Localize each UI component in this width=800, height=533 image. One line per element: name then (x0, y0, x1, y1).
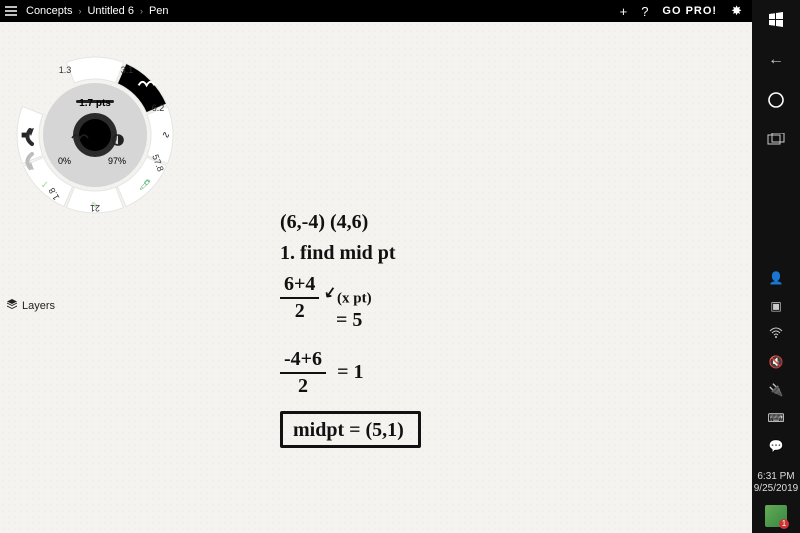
people-icon[interactable]: 👤 (769, 271, 784, 299)
wheel-opacity-right[interactable]: 97% (108, 156, 126, 166)
layers-button[interactable]: Layers (6, 298, 55, 313)
hw-result-box: midpt = (5,1) (280, 411, 421, 448)
breadcrumb-app[interactable]: Concepts (26, 5, 72, 17)
clock-date: 9/25/2019 (754, 483, 799, 495)
start-button[interactable] (752, 0, 800, 40)
breadcrumb-doc[interactable]: Untitled 6 (87, 5, 133, 17)
hw-frac1-eq: = 5 (336, 308, 540, 333)
layers-label: Layers (22, 300, 55, 312)
hw-frac1: 6+4 2 ↙(x pt) = 5 (280, 272, 540, 333)
hw-frac2-eq: = 1 (337, 361, 363, 383)
add-icon[interactable]: + (620, 4, 628, 19)
wheel-value-5[interactable]: 21 (90, 203, 100, 213)
notifications-icon[interactable]: 💬 (769, 439, 784, 467)
breadcrumb: Concepts › Untitled 6 › Pen (26, 5, 169, 17)
hw-frac1-num: 6+4 (280, 272, 319, 299)
hw-frac2-den: 2 (280, 374, 326, 399)
go-pro-button[interactable]: GO PRO! (662, 5, 717, 17)
breadcrumb-tool[interactable]: Pen (149, 5, 169, 17)
cortana-icon[interactable] (752, 80, 800, 120)
menu-icon[interactable] (0, 0, 22, 22)
wheel-value-active[interactable]: 1.7 (89, 59, 102, 69)
hw-frac1-den: 2 (280, 299, 319, 324)
clock-time: 6:31 PM (754, 471, 799, 483)
svg-text:🖊: 🖊 (139, 179, 152, 191)
wheel-value-3[interactable]: 6.2 (152, 103, 165, 113)
keyboard-icon[interactable]: ⌨ (767, 411, 784, 439)
wheel-opacity-left[interactable]: 0% (58, 156, 71, 166)
taskbar-clock[interactable]: 6:31 PM 9/25/2019 (754, 467, 799, 499)
layers-icon (6, 298, 18, 313)
windows-taskbar: ← 👤 ▣ 🔇 🔌 ⌨ 💬 6:31 PM 9/25/2019 (752, 0, 800, 533)
tray-app-icon[interactable]: ▣ (770, 299, 781, 327)
hw-frac1-note: (x pt) (337, 291, 372, 307)
app-topbar: Concepts › Untitled 6 › Pen + ? GO PRO! … (0, 0, 752, 22)
wheel-size-label[interactable]: 1.7 pts (79, 98, 111, 109)
help-icon[interactable]: ? (641, 4, 648, 19)
topbar-actions: + ? GO PRO! ✸ (620, 3, 752, 19)
hw-step1: 1. find mid pt (280, 241, 540, 266)
hw-frac2-num: -4+6 (280, 347, 326, 374)
svg-text:∿: ∿ (162, 130, 170, 141)
hw-frac2: -4+6 2 = 1 (280, 347, 540, 399)
wifi-icon[interactable] (769, 327, 783, 355)
settings-icon[interactable]: ✸ (731, 3, 742, 19)
volume-icon[interactable]: 🔇 (769, 355, 784, 383)
power-icon[interactable]: 🔌 (769, 383, 784, 411)
wheel-value-0[interactable]: 1.3 (59, 65, 72, 75)
leader-arrow-icon: ↙ (323, 283, 339, 304)
drawing-canvas[interactable]: Layers ∿🖊✎✓■ 1.3 1.7 3.1 6.2 (0, 22, 752, 533)
back-button[interactable]: ← (752, 40, 800, 80)
hw-points: (6,-4) (4,6) (280, 210, 540, 235)
task-view-icon[interactable] (752, 120, 800, 160)
tool-wheel[interactable]: ∿🖊✎✓■ 1.3 1.7 3.1 6.2 57.8 21 1.8 1.7 pt… (10, 50, 180, 220)
chevron-right-icon: › (78, 6, 81, 16)
chevron-right-icon: › (140, 6, 143, 16)
handwriting-content: (6,-4) (4,6) 1. find mid pt 6+4 2 ↙(x pt… (280, 210, 540, 454)
pinned-app[interactable] (752, 499, 800, 533)
wheel-value-2[interactable]: 3.1 (121, 65, 134, 75)
